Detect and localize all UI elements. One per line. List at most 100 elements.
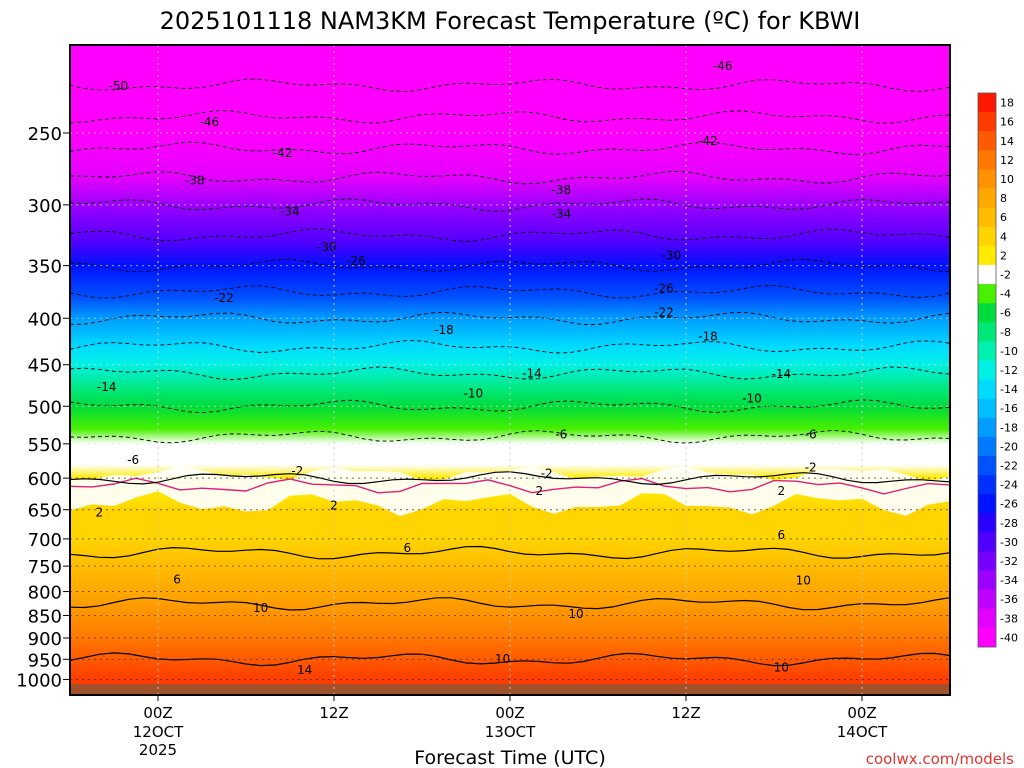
contour-label: -30 [317, 240, 337, 254]
colorbar-swatch [978, 360, 996, 380]
colorbar-swatch [978, 532, 996, 552]
x-tick-year: 2025 [139, 741, 177, 759]
colorbar-swatch [978, 436, 996, 457]
colorbar-label: -40 [1000, 631, 1018, 644]
colorbar-label: -8 [1000, 326, 1011, 339]
colorbar-label: -2 [1000, 269, 1011, 282]
colorbar-label: -22 [1000, 460, 1018, 473]
colorbar-swatch [978, 455, 996, 476]
contour-label: -22 [214, 291, 234, 305]
colorbar-label: 18 [1000, 97, 1014, 110]
colorbar-swatch [978, 589, 996, 610]
colorbar-swatch [978, 627, 996, 648]
contour-label: 6 [173, 573, 181, 587]
x-tick-date: 14OCT [837, 723, 888, 741]
colorbar-label: -4 [1000, 288, 1011, 301]
colorbar-label: -30 [1000, 536, 1018, 549]
colorbar-swatch [978, 494, 996, 514]
contour-label: -18 [434, 323, 454, 337]
isotherm--22 [70, 284, 950, 299]
colorbar-frame [977, 92, 997, 648]
x-tick-label: 12Z [671, 704, 700, 722]
colorbar-label: -16 [1000, 402, 1018, 415]
contour-label: 2 [777, 484, 785, 498]
colorbar-label: -20 [1000, 440, 1018, 453]
y-tick-label: 600 [28, 469, 62, 490]
x-tick-label: 00Z [847, 704, 876, 722]
isotherm--50 [70, 78, 950, 92]
ground-strip [70, 684, 950, 695]
x-tick-label: 12Z [319, 704, 348, 722]
isotherm--42 [70, 141, 950, 155]
colorbar-swatch [978, 150, 996, 170]
contour-label: -14 [522, 366, 542, 380]
contour-label: -34 [551, 207, 571, 221]
contour-label: -46 [199, 115, 219, 129]
isotherm--2 [70, 430, 950, 444]
y-tick-label: 900 [28, 629, 62, 650]
colorbar-swatch [978, 245, 996, 266]
colorbar-label: 6 [1000, 211, 1007, 224]
contour-label: -2 [541, 467, 553, 481]
colorbar-swatch [978, 475, 996, 495]
isotherm--6 [70, 399, 950, 414]
contour-label: -26 [346, 254, 366, 268]
colorbar-swatch [978, 226, 996, 247]
colorbar-swatch [978, 169, 996, 189]
contour-label: -14 [771, 367, 791, 381]
freezing-line [70, 477, 950, 495]
y-tick-label: 350 [28, 257, 62, 278]
x-tick-label: 00Z [495, 704, 524, 722]
colorbar-label: -6 [1000, 307, 1011, 320]
contour-label: 14 [297, 663, 312, 677]
colorbar-swatch [978, 188, 996, 208]
contour-label: 2 [95, 506, 103, 520]
colorbar-swatch [978, 551, 996, 571]
colorbar-swatch [978, 131, 996, 151]
contour-label: -50 [109, 79, 129, 93]
colorbar-swatch [978, 207, 996, 228]
contour-label: -6 [805, 427, 817, 441]
colorbar-label: 12 [1000, 154, 1014, 167]
colorbar: 18 16 14 12 10 8 6 4 2 -2 -4 -6 -8 -10 -12 -14 -16 -18 -20… [977, 92, 1018, 648]
contour-label: 2 [535, 484, 543, 498]
colorbar-swatch [978, 417, 996, 438]
y-tick-label: 700 [28, 530, 62, 551]
contour-label: -46 [713, 59, 733, 73]
contour-label: -10 [742, 391, 762, 405]
contour-label: -26 [654, 282, 674, 296]
x-axis-label: Forecast Time (UTC) [414, 747, 605, 768]
y-tick-label: 500 [28, 397, 62, 418]
contour-label: -10 [463, 386, 483, 400]
colorbar-swatch [978, 322, 996, 342]
y-tick-label: 650 [28, 501, 62, 522]
y-tick-label: 750 [28, 557, 62, 578]
colorbar-label: -28 [1000, 517, 1018, 530]
colorbar-label: -18 [1000, 421, 1018, 434]
colorbar-swatch [978, 303, 996, 323]
colorbar-swatch [978, 570, 996, 590]
plot-area: -50-46-42-38-34-30-26-22-18-14 -10-6-2-46… [70, 45, 950, 695]
contour-labels: -50-46-42-38-34-30-26-22-18-14 -10-6-2-46… [95, 59, 816, 677]
colorbar-swatch [978, 379, 996, 399]
contour-label: -30 [661, 248, 681, 262]
colorbar-label: 8 [1000, 192, 1007, 205]
colorbar-label: 4 [1000, 230, 1007, 243]
contour-label: -6 [555, 427, 567, 441]
y-tick-label: 1000 [16, 671, 62, 692]
contour-label: -34 [280, 204, 300, 218]
contour-label: 2 [330, 498, 338, 512]
y-tick-label: 550 [28, 435, 62, 456]
colorbar-label: 10 [1000, 173, 1014, 186]
contour-label: 10 [253, 601, 268, 615]
contour-label: -42 [698, 134, 718, 148]
contour-label: -2 [805, 461, 817, 475]
isotherm--18 [70, 311, 950, 325]
contour-label: -22 [654, 305, 674, 319]
y-tick-label: 950 [28, 650, 62, 671]
colorbar-label: -26 [1000, 498, 1018, 511]
isotherm--38 [70, 170, 950, 185]
contour-label: 10 [568, 607, 583, 621]
credit-text: coolwx.com/models [866, 750, 1014, 768]
